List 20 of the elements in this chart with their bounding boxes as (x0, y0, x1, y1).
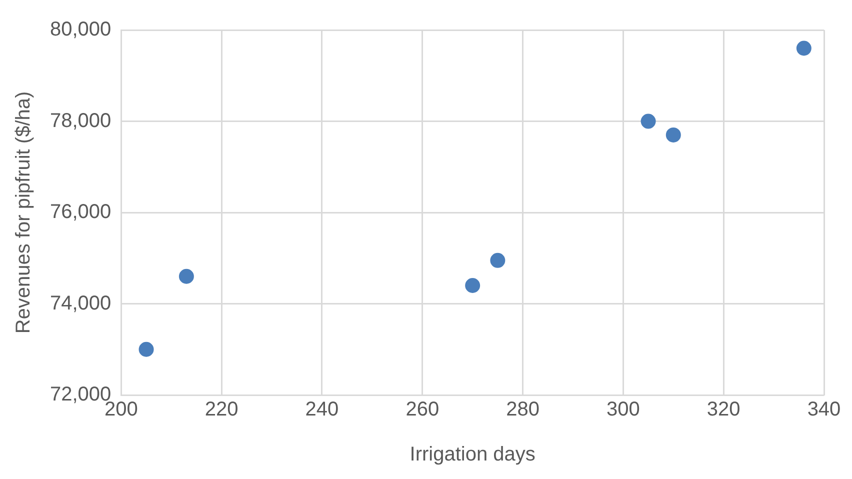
y-tick-label: 80,000 (50, 18, 112, 41)
point (640, 114, 656, 129)
point (465, 278, 480, 293)
x-tick-label: 340 (807, 398, 841, 421)
y-axis-title: Revenues for pipfruit ($/ha) (12, 91, 35, 334)
x-tick-label: 240 (305, 398, 339, 421)
x-tick-label: 220 (204, 398, 238, 421)
x-tick-label: 320 (706, 398, 740, 421)
point (666, 127, 681, 142)
x-tick-label: 300 (606, 398, 640, 421)
point (178, 268, 194, 284)
x-axis-title: Irrigation days (410, 444, 536, 466)
x-tick-label: 260 (406, 398, 440, 421)
x-tick-label: 280 (506, 398, 540, 421)
y-tick-label: 78,000 (50, 110, 112, 132)
y-tick-label: 76,000 (50, 201, 112, 224)
y-tick-label: 74,000 (50, 292, 112, 314)
point (138, 342, 154, 357)
point (796, 40, 812, 56)
point (490, 252, 506, 268)
